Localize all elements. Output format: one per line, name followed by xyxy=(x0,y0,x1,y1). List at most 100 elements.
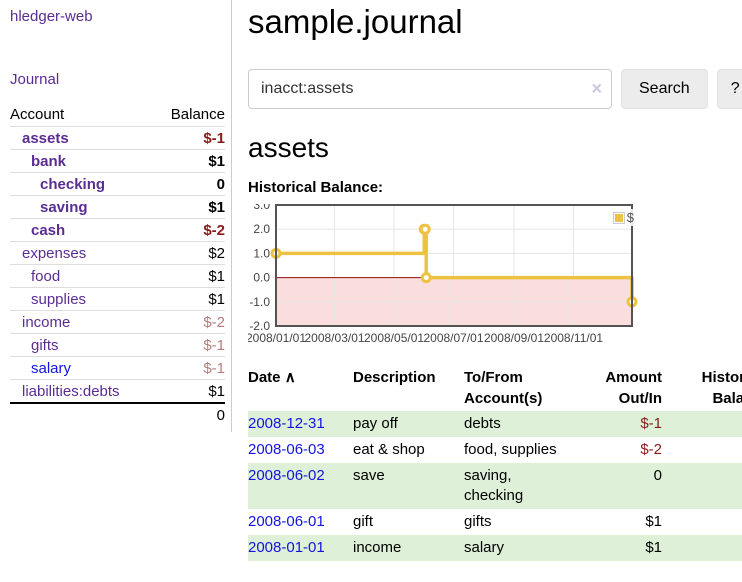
transaction-accounts: debts xyxy=(464,415,501,432)
chart-shape xyxy=(420,272,432,284)
chart-tick-label: -2.0 xyxy=(249,319,270,333)
transaction-row: 2008-06-02 save saving, checking 0 $2 xyxy=(248,463,742,509)
sidebar-account-balance: $-1 xyxy=(203,336,225,354)
accounts-col-account: Account xyxy=(10,106,65,123)
transaction-row: 2008-12-31 pay off debts $-1 $-1 xyxy=(248,411,742,437)
sidebar-account-row: bank $1 xyxy=(10,149,225,173)
sidebar-account-link[interactable]: expenses xyxy=(22,244,87,262)
sidebar-account-link[interactable]: checking xyxy=(40,175,106,193)
accounts-total-spacer xyxy=(10,403,154,426)
transaction-balance: $2 xyxy=(670,463,742,509)
sidebar-account-row: checking 0 xyxy=(10,172,225,196)
sidebar-item-journal[interactable]: Journal xyxy=(10,71,60,88)
sidebar-account-row: cash $-2 xyxy=(10,218,225,242)
transaction-accounts: food, supplies xyxy=(464,441,557,458)
app-title-link[interactable]: hledger-web xyxy=(10,8,93,25)
sidebar-account-link[interactable]: income xyxy=(22,313,71,331)
sidebar-account-balance: $-2 xyxy=(203,313,225,331)
transaction-amount: $-1 xyxy=(640,415,662,432)
transaction-date-link[interactable]: 2008-01-01 xyxy=(248,539,325,556)
search-input-wrap: × xyxy=(248,69,612,109)
sidebar-account-link[interactable]: gifts xyxy=(31,336,59,354)
sidebar-account-balance: $1 xyxy=(208,198,225,216)
transaction-balance: 0 xyxy=(670,437,742,463)
transaction-description: pay off xyxy=(353,415,398,432)
sidebar-account-row: liabilities:debts $1 xyxy=(10,379,225,404)
transaction-description: income xyxy=(353,539,402,556)
transaction-date-cell: 2008-06-01 xyxy=(248,509,353,535)
sidebar: hledger-web Journal Account Balance asse… xyxy=(0,0,232,432)
search-button[interactable]: Search xyxy=(621,69,708,109)
sidebar-account-row: saving $1 xyxy=(10,195,225,219)
accounts-col-balance: Balance xyxy=(170,106,225,123)
chart-shape xyxy=(419,223,431,235)
col-tofrom: To/From Account(s) xyxy=(464,369,543,407)
chart-tick-label: 2008/01/01 xyxy=(248,331,306,345)
transaction-date-cell: 2008-12-31 xyxy=(248,411,353,437)
series-swatch-icon xyxy=(612,211,625,224)
chart-tick-label: 2.0 xyxy=(253,222,270,236)
sidebar-account-balance: $-1 xyxy=(203,359,225,377)
sidebar-account-balance: $1 xyxy=(208,290,225,308)
register-table: Date ∧ Description To/From Account(s) Am… xyxy=(248,365,742,561)
sidebar-accounts-table: Account Balance assets $-1 bank $1 checking 0… xyxy=(10,103,225,426)
sidebar-account-balance: 0 xyxy=(216,175,225,193)
help-button[interactable]: ? xyxy=(716,69,742,109)
main-content: sample.journal × Search ? assets Histori… xyxy=(246,0,742,561)
chart-tick-label: 2008/05/01 xyxy=(364,331,424,345)
transaction-balance: $-1 xyxy=(670,411,742,437)
transaction-date-cell: 2008-01-01 xyxy=(248,535,353,561)
transaction-date-link[interactable]: 2008-06-02 xyxy=(248,467,325,484)
transaction-amount: $-2 xyxy=(640,441,662,458)
chart-canvas: 3.0 2.0 1.0 0.0 -1.0 -2.02008/01/012008/03/01… xyxy=(246,198,638,345)
accounts-total-balance: 0 xyxy=(216,406,225,424)
sidebar-account-link[interactable]: assets xyxy=(22,129,69,147)
register-body: 2008-12-31 pay off debts $-1 $-1 2008-06-03 ea… xyxy=(248,411,742,561)
transaction-date-link[interactable]: 2008-06-03 xyxy=(248,441,325,458)
sidebar-account-row: food $1 xyxy=(10,264,225,288)
transaction-balance: $2 xyxy=(670,509,742,535)
sidebar-account-balance: $1 xyxy=(208,382,225,400)
chart-tick-label: 2008/03/01 xyxy=(304,331,364,345)
transaction-balance: $1 xyxy=(670,535,742,561)
chart-tick-label: 3.0 xyxy=(253,204,270,212)
sidebar-account-balance: $-2 xyxy=(203,221,225,239)
transaction-date-cell: 2008-06-03 xyxy=(248,437,353,463)
transaction-row: 2008-06-03 eat & shop food, supplies $-2 0 xyxy=(248,437,742,463)
chart-tick-label: 2008/07/01 xyxy=(423,331,483,345)
transaction-date-cell: 2008-06-02 xyxy=(248,463,353,509)
sort-ascending-icon: ∧ xyxy=(284,369,296,386)
sidebar-account-balance: $2 xyxy=(208,244,225,262)
chart-shape xyxy=(275,204,633,327)
transaction-amount: $1 xyxy=(645,513,662,530)
page-title: sample.journal xyxy=(248,3,463,40)
balance-chart: 3.0 2.0 1.0 0.0 -1.0 -2.0 2008/01/01 2008/03/01… xyxy=(246,198,648,351)
sidebar-account-link[interactable]: cash xyxy=(31,221,66,239)
col-balance: Historical Balance xyxy=(701,369,742,407)
transaction-accounts: salary xyxy=(464,539,505,556)
transaction-accounts: saving, checking xyxy=(464,467,524,504)
chart-tick-label: -1.0 xyxy=(249,295,270,309)
transaction-description: gift xyxy=(353,513,374,530)
sidebar-account-row: income $-2 xyxy=(10,310,225,334)
sidebar-account-link[interactable]: liabilities:debts xyxy=(22,382,120,400)
transaction-row: 2008-06-01 gift gifts $1 $2 xyxy=(248,509,742,535)
sidebar-account-link[interactable]: bank xyxy=(31,152,67,170)
transaction-accounts: gifts xyxy=(464,513,492,530)
sidebar-account-row: assets $-1 xyxy=(10,126,225,150)
col-date[interactable]: Date ∧ xyxy=(248,365,353,411)
search-input[interactable] xyxy=(248,69,612,109)
transaction-amount: $1 xyxy=(645,539,662,556)
transaction-amount: 0 xyxy=(653,467,662,484)
clear-search-icon[interactable]: × xyxy=(591,78,602,99)
sidebar-account-link[interactable]: saving xyxy=(40,198,88,216)
transaction-date-link[interactable]: 2008-06-01 xyxy=(248,513,325,530)
sidebar-account-link[interactable]: food xyxy=(31,267,61,285)
transaction-date-link[interactable]: 2008-12-31 xyxy=(248,415,325,432)
sidebar-account-link[interactable]: supplies xyxy=(31,290,87,308)
chart-title: Historical Balance: xyxy=(248,179,384,196)
sidebar-accounts-body: assets $-1 bank $1 checking 0 saving $1 cash $-2 e… xyxy=(10,126,225,404)
sidebar-account-link[interactable]: salary xyxy=(31,359,72,377)
register-header-row: Date ∧ Description To/From Account(s) Am… xyxy=(248,365,742,411)
col-amount: Amount Out/In xyxy=(605,369,662,407)
